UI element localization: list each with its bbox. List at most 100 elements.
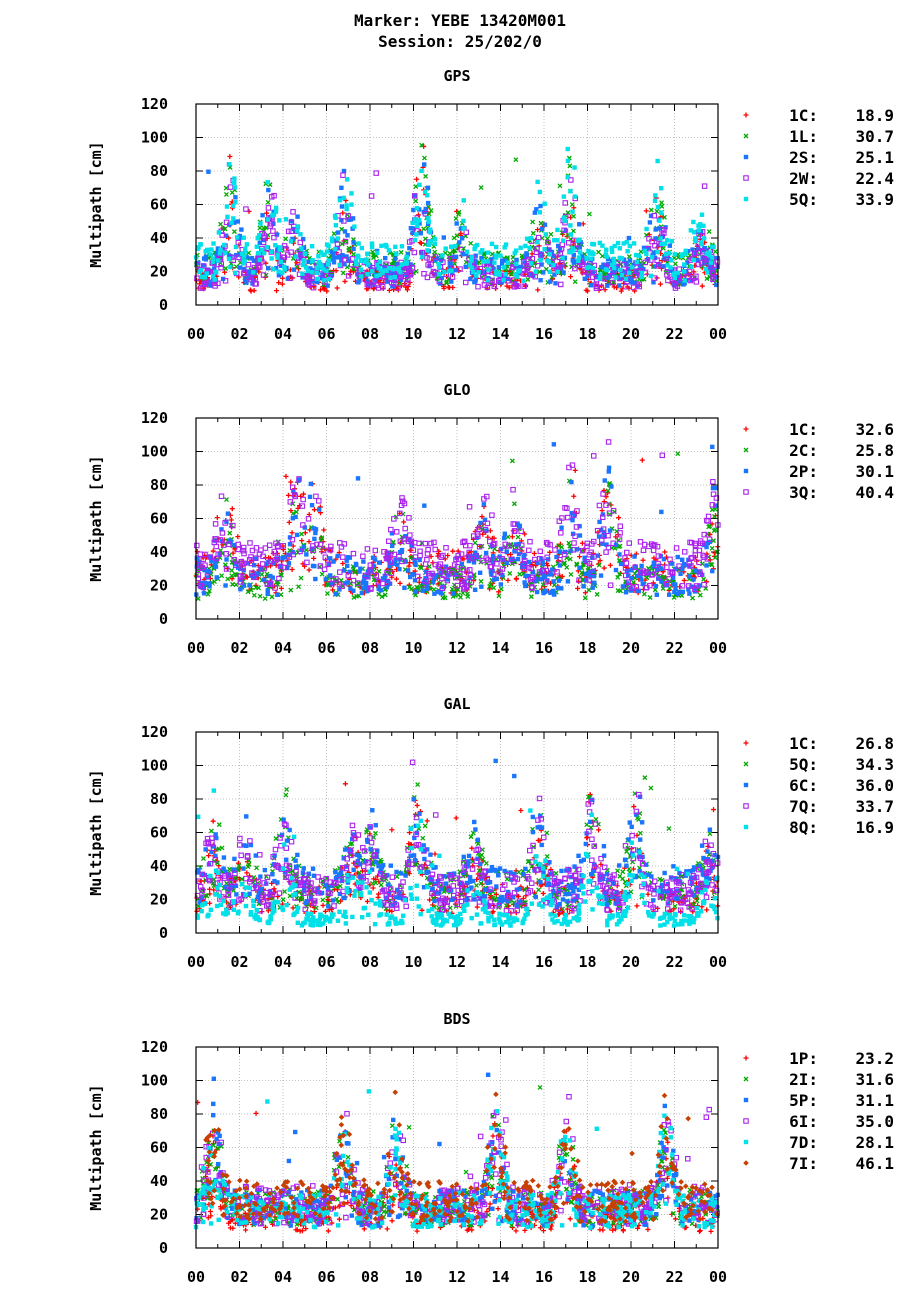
point-glo-2p [543, 589, 547, 593]
point-gps-5q [598, 276, 602, 280]
point-gps-1l [469, 241, 473, 245]
point-gps-5q [403, 261, 407, 265]
point-gps-5q [538, 258, 542, 262]
point-gps-5q [669, 258, 673, 262]
point-gps-5q [349, 191, 353, 195]
point-gps-5q [538, 210, 542, 214]
point-gps-5q [379, 244, 383, 248]
legend-label-3q: 3Q: [789, 483, 818, 502]
point-gps-5q [225, 215, 229, 219]
xtick-label: 00 [187, 639, 205, 657]
point-glo-2p [654, 584, 658, 588]
point-gps-1l [514, 158, 518, 162]
point-gps-1l [568, 164, 572, 168]
panel-title-gps: GPS [443, 67, 470, 85]
point-glo-1c [321, 527, 326, 532]
point-gps-5q [544, 232, 548, 236]
point-gal-5q [281, 898, 285, 902]
point-glo-3q [555, 570, 559, 574]
point-gal-1c [365, 899, 370, 904]
point-gal-5q [596, 822, 600, 826]
point-gps-5q [375, 251, 379, 255]
point-glo-3q [444, 546, 448, 550]
point-gps-5q [650, 255, 654, 259]
point-glo-2p [551, 579, 555, 583]
point-gps-5q [303, 252, 307, 256]
point-glo-2c [702, 577, 706, 581]
point-gps-5q [449, 245, 453, 249]
point-gps-5q [513, 251, 517, 255]
point-glo-2p [377, 560, 381, 564]
point-gps-5q [295, 224, 299, 228]
point-glo-2c [258, 594, 262, 598]
legend-label-1l: 1L: [789, 127, 818, 146]
point-gps-5q [665, 238, 669, 242]
point-glo-3q [213, 522, 217, 526]
point-glo-3q [528, 539, 532, 543]
point-gal-1c [711, 807, 716, 812]
point-gps-5q [266, 217, 270, 221]
point-gps-5q [300, 272, 304, 276]
point-glo-3q [365, 547, 369, 551]
point-gps-2s [266, 188, 270, 192]
point-gps-5q [276, 269, 280, 273]
point-glo-1c [394, 577, 399, 582]
point-glo-2p [578, 533, 582, 537]
point-gps-5q [359, 259, 363, 263]
point-glo-2p [328, 556, 332, 560]
point-gps-5q [613, 275, 617, 279]
point-gps-5q [327, 277, 331, 281]
point-glo-2p [473, 588, 477, 592]
point-gps-2s [331, 256, 335, 260]
point-gps-5q [548, 270, 552, 274]
point-glo-2p [687, 574, 691, 578]
point-gps-2s [295, 214, 299, 218]
point-glo-2c [289, 588, 293, 592]
point-gps-2s [448, 261, 452, 265]
point-gps-5q [545, 258, 549, 262]
point-gps-5q [517, 268, 521, 272]
point-glo-2p [351, 589, 355, 593]
point-gps-5q [465, 250, 469, 254]
point-gps-2s [206, 170, 210, 174]
point-gps-1c [335, 285, 340, 290]
point-gps-1l [597, 250, 601, 254]
point-glo-2p [617, 552, 621, 556]
point-glo-2p [673, 582, 677, 586]
xtick-label: 00 [709, 639, 727, 657]
point-gal-5q [545, 831, 549, 835]
point-gps-5q [423, 190, 427, 194]
point-gps-5q [235, 235, 239, 239]
point-gal-5q [545, 854, 549, 858]
point-gps-5q [697, 228, 701, 232]
xtick-label: 18 [578, 325, 596, 343]
xtick-label: 22 [665, 325, 683, 343]
point-glo-3q [572, 541, 576, 545]
point-glo-2p [451, 591, 455, 595]
point-gps-1l [639, 250, 643, 254]
point-gps-5q [242, 259, 246, 263]
point-gps-5q [274, 206, 278, 210]
point-gps-5q [440, 253, 444, 257]
point-glo-3q [261, 562, 265, 566]
point-glo-2p [312, 537, 316, 541]
point-gps-2s [424, 207, 428, 211]
point-gps-5q [643, 249, 647, 253]
point-glo-2p [460, 562, 464, 566]
point-gps-5q [542, 202, 546, 206]
point-glo-3q [625, 550, 629, 554]
point-gps-5q [228, 265, 232, 269]
point-gps-5q [600, 243, 604, 247]
point-gps-5q [588, 251, 592, 255]
point-gps-5q [640, 275, 644, 279]
point-glo-2p [569, 480, 573, 484]
point-gps-5q [356, 241, 360, 245]
point-glo-2p [502, 536, 506, 540]
ytick-label: 20 [150, 263, 168, 281]
point-gps-5q [336, 236, 340, 240]
point-gal-1c [207, 887, 212, 892]
point-gps-5q [461, 226, 465, 230]
point-gal-5q [228, 867, 232, 871]
point-gps-1c [387, 288, 392, 293]
